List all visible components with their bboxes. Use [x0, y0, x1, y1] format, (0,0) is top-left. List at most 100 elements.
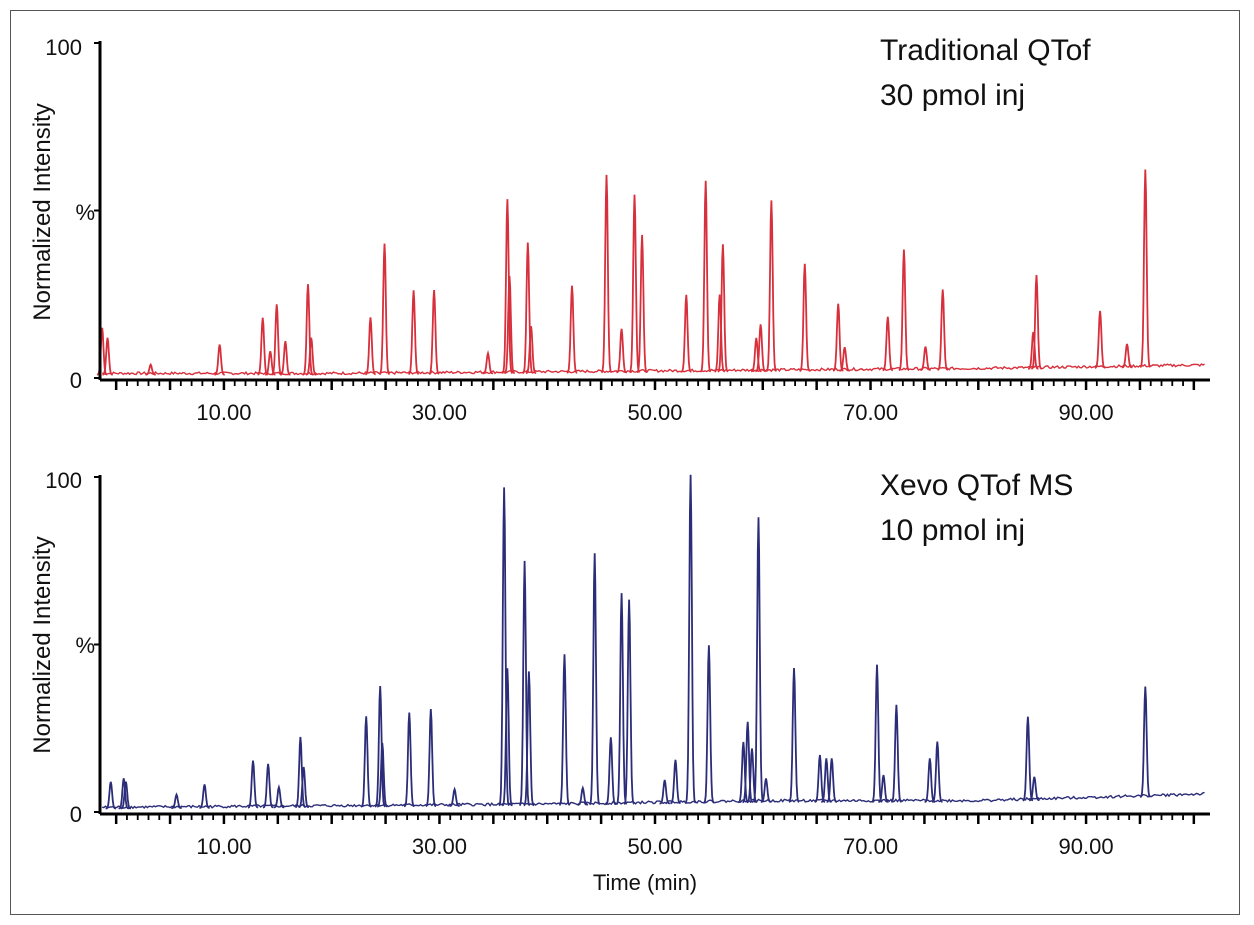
peak [295, 736, 306, 809]
peak [298, 766, 309, 809]
peak [271, 304, 283, 376]
peak [1022, 716, 1034, 802]
peak [365, 317, 376, 376]
peak [871, 664, 883, 803]
y-tick-0: 0 [70, 802, 82, 827]
panel-subtitle: 30 pmol inj [880, 79, 1025, 112]
baseline-trace [102, 363, 1205, 376]
peak [105, 781, 116, 810]
peak [1121, 343, 1133, 369]
peak [374, 685, 386, 808]
peak [522, 242, 534, 374]
peak [280, 340, 291, 376]
y-tick-percent: % [75, 633, 95, 658]
peak [615, 593, 628, 805]
peak [670, 759, 681, 805]
peak [1139, 686, 1151, 798]
peak [199, 784, 210, 809]
panel-subtitle: 10 pmol inj [880, 514, 1025, 547]
y-axis-label: Normalized Intensity [29, 536, 56, 753]
peak [636, 234, 648, 374]
peak [920, 346, 931, 371]
peak [257, 317, 269, 376]
peak [882, 316, 894, 372]
peak [214, 344, 225, 376]
peak [623, 599, 635, 805]
peak [684, 474, 697, 804]
peak [898, 249, 910, 372]
peak [937, 289, 949, 371]
panel-traditional-qtof: Traditional QTof 30 pmol inj Normalized … [29, 34, 1210, 425]
peak [504, 276, 515, 375]
x-tick-label: 10.00 [196, 400, 251, 425]
x-tick-label: 90.00 [1059, 834, 1114, 859]
x-tick-label: 10.00 [196, 834, 251, 859]
peak [700, 180, 712, 373]
peak [738, 741, 749, 804]
peak [746, 748, 758, 804]
peak [703, 645, 715, 804]
peak [558, 654, 571, 806]
peak [428, 290, 440, 375]
peak [577, 785, 589, 806]
figure-frame [10, 10, 1240, 915]
peak [1031, 274, 1042, 370]
peak [799, 263, 811, 372]
peak [821, 758, 832, 803]
peak [659, 779, 670, 805]
peak [890, 704, 902, 803]
x-tick-label: 50.00 [627, 834, 682, 859]
peak [755, 324, 766, 373]
peak [171, 792, 182, 809]
peak [1027, 331, 1039, 370]
peak [1094, 310, 1106, 369]
peak [501, 199, 513, 375]
peak [102, 337, 113, 376]
peak [826, 758, 837, 803]
peak [788, 667, 800, 803]
x-tick-label: 30.00 [412, 834, 467, 859]
peak [742, 721, 754, 804]
peak [1029, 776, 1040, 802]
peak [616, 328, 627, 374]
x-tick-label: 70.00 [843, 834, 898, 859]
peak [262, 763, 274, 809]
peak [120, 781, 131, 810]
peak [839, 346, 850, 372]
y-axis-label: Normalized Intensity [29, 103, 56, 320]
x-tick-label: 90.00 [1059, 400, 1114, 425]
peak [145, 362, 156, 376]
peak [600, 174, 613, 374]
peak [523, 671, 535, 807]
peak [932, 741, 943, 803]
y-tick-percent: % [75, 200, 95, 225]
peak [273, 783, 285, 809]
peak [518, 560, 531, 807]
peak [360, 716, 372, 808]
peak [566, 285, 578, 374]
panel-title: Xevo QTof MS [880, 469, 1073, 502]
peak [482, 349, 494, 375]
peak [605, 737, 617, 806]
x-tick-label: 70.00 [843, 400, 898, 425]
peak [525, 326, 537, 374]
peak [118, 778, 129, 810]
peak [501, 668, 513, 807]
peak [588, 553, 601, 806]
peak [408, 290, 419, 375]
peak [760, 778, 772, 803]
peak [306, 337, 317, 376]
y-tick-100: 100 [45, 35, 82, 60]
peak [403, 712, 415, 808]
peak [302, 284, 314, 376]
peak [750, 337, 762, 373]
x-tick-label: 30.00 [412, 400, 467, 425]
panel-title: Traditional QTof [880, 34, 1091, 67]
y-tick-100: 100 [45, 468, 82, 493]
peak [247, 760, 259, 809]
peak [924, 758, 935, 803]
panel-xevo-qtof-ms: Xevo QTof MS 10 pmol inj Normalized Inte… [29, 468, 1210, 895]
peak [680, 294, 692, 373]
peak [765, 200, 777, 373]
peak [832, 303, 844, 372]
